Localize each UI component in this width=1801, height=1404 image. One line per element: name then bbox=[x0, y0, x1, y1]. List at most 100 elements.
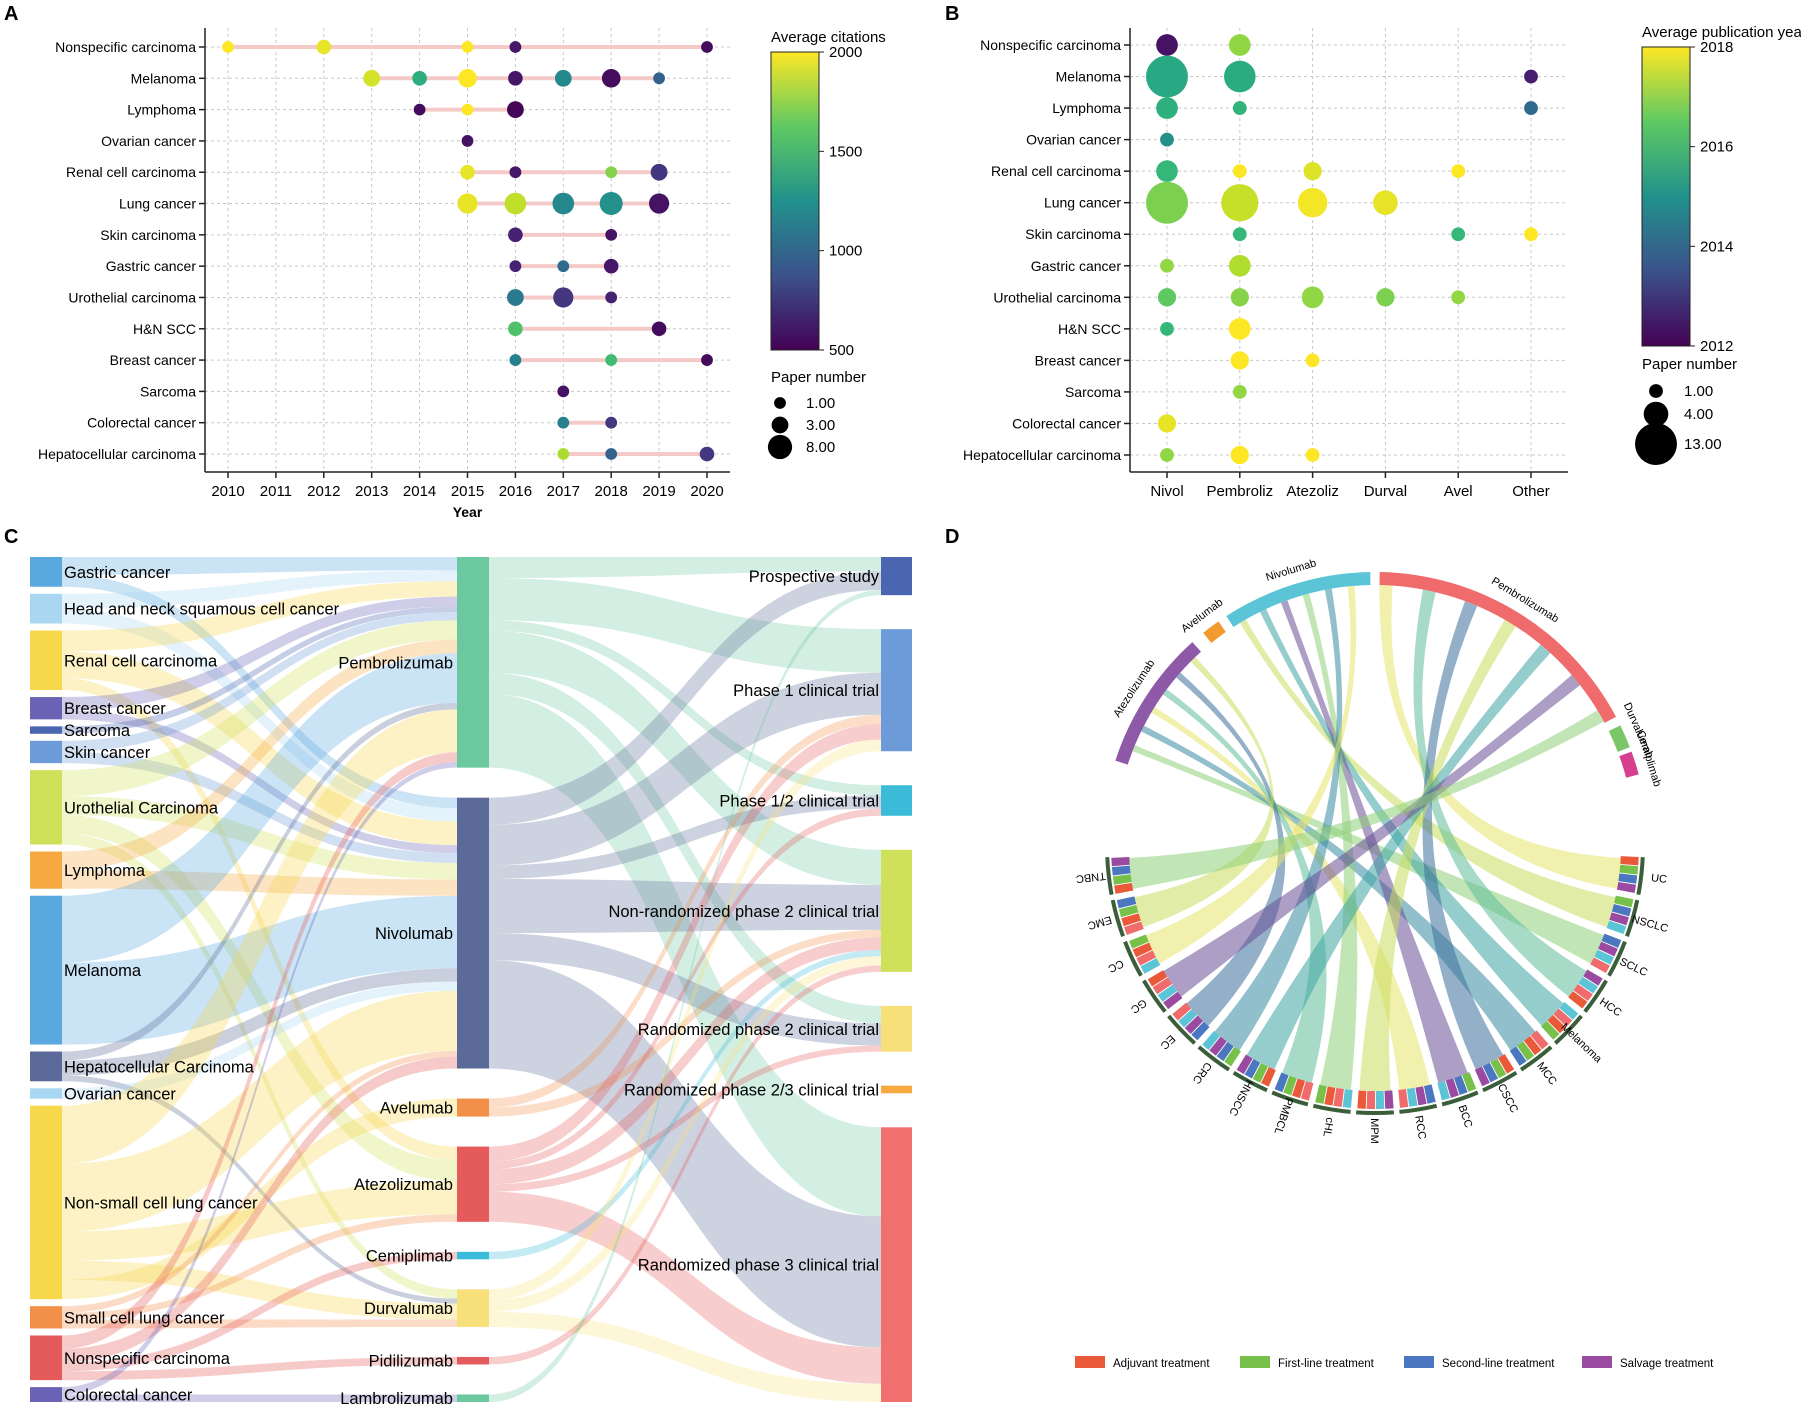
data-point bbox=[1451, 290, 1466, 305]
panel-b-chart: Nonspecific carcinoma Melanoma Lymphoma Ova… bbox=[963, 24, 1801, 500]
sankey-node-drug bbox=[457, 1146, 489, 1222]
chord-cancer-segment bbox=[1111, 865, 1131, 876]
data-point bbox=[509, 354, 522, 366]
size-legend-label: 1.00 bbox=[806, 395, 835, 412]
sankey-link bbox=[489, 1191, 881, 1384]
data-point bbox=[701, 41, 713, 53]
y-tick-label: Lymphoma bbox=[1052, 100, 1121, 116]
y-tick-label: Lung cancer bbox=[1044, 195, 1121, 211]
x-axis-label: Year bbox=[453, 504, 483, 520]
sankey-link bbox=[489, 965, 881, 1365]
chord-cancer-segment bbox=[1366, 1090, 1375, 1109]
chord-cancer-outer bbox=[1482, 1071, 1518, 1093]
data-point bbox=[1224, 60, 1256, 93]
chord-cancer-segment bbox=[1509, 1046, 1527, 1066]
sankey-source-label: Lymphoma bbox=[64, 862, 146, 880]
chord-ribbon bbox=[1302, 593, 1358, 1090]
sankey-link bbox=[489, 672, 881, 866]
chord-cancer-outer bbox=[1519, 1045, 1553, 1072]
data-point bbox=[605, 448, 618, 460]
sankey-link bbox=[62, 1319, 457, 1329]
sankey-drug-label: Durvalumab bbox=[364, 1300, 453, 1318]
y-tick-label: Breast cancer bbox=[110, 352, 197, 368]
chord-cancer-outer bbox=[1583, 979, 1608, 1013]
size-legend-circle bbox=[1649, 384, 1663, 398]
data-point bbox=[1146, 55, 1188, 98]
chord-cancer-outer bbox=[1105, 857, 1114, 895]
sankey-source-label: Gastric cancer bbox=[64, 564, 171, 582]
chord-cancer-outer bbox=[1441, 1090, 1479, 1107]
chord-cancer-segment bbox=[1112, 874, 1132, 885]
x-tick-label: 2019 bbox=[642, 483, 675, 500]
chord-cancer-segment bbox=[1568, 991, 1588, 1009]
chord-legend-label: First-line treatment bbox=[1278, 1358, 1375, 1370]
sankey-link bbox=[489, 724, 881, 1162]
y-tick-label: Urothelial carcinoma bbox=[68, 289, 196, 305]
sankey-node-source bbox=[30, 557, 62, 587]
chord-cancer-label: GC bbox=[1128, 996, 1148, 1015]
colorbar-tick-label: 1500 bbox=[829, 143, 862, 160]
data-point bbox=[1228, 254, 1251, 277]
sankey-link bbox=[62, 1214, 457, 1320]
sankey-source-label: Colorectal cancer bbox=[64, 1387, 193, 1404]
chord-cancer-segment bbox=[1157, 984, 1178, 1002]
sankey-link bbox=[489, 933, 881, 1046]
chord-cancer-segment bbox=[1274, 1072, 1289, 1093]
sankey-link bbox=[62, 1394, 457, 1402]
sankey-drug-label: Lambrolizumab bbox=[340, 1390, 453, 1404]
colorbar-tick-label: 2016 bbox=[1700, 139, 1733, 156]
chord-legend-swatch bbox=[1582, 1356, 1612, 1368]
chord-drug-arc bbox=[1379, 572, 1617, 723]
data-point bbox=[650, 163, 668, 181]
sankey-link bbox=[489, 672, 881, 1024]
sankey-link bbox=[489, 620, 881, 796]
sankey-link bbox=[489, 578, 881, 673]
sankey-link bbox=[489, 693, 881, 1217]
chord-cancer-segment bbox=[1516, 1041, 1535, 1061]
panel-a-label: A bbox=[4, 3, 18, 25]
chord-ribbon bbox=[1214, 588, 1343, 1051]
chord-ribbon bbox=[1246, 644, 1551, 1070]
chord-cancer-segment bbox=[1437, 1080, 1451, 1101]
chord-cancer-segment bbox=[1474, 1066, 1490, 1087]
y-tick-label: Gastric cancer bbox=[1031, 258, 1122, 274]
sankey-source-label: Melanoma bbox=[64, 962, 142, 980]
data-point bbox=[509, 166, 522, 179]
sankey-node-source bbox=[30, 630, 62, 691]
chord-cancer-label: BCC bbox=[1456, 1104, 1475, 1130]
chord-cancer-segment bbox=[1111, 857, 1130, 867]
chord-cancer-label: CSCC bbox=[1495, 1082, 1520, 1115]
chord-cancer-label: HNSCC bbox=[1226, 1077, 1255, 1117]
data-point bbox=[457, 193, 478, 214]
colorbar-title: Average publication year bbox=[1642, 24, 1801, 41]
chord-ribbon bbox=[1141, 725, 1536, 1051]
sankey-node-drug bbox=[457, 1356, 489, 1365]
x-tick-label: 2010 bbox=[211, 483, 244, 500]
sankey-link bbox=[62, 606, 457, 734]
data-point bbox=[557, 448, 570, 460]
chord-ribbon bbox=[1176, 672, 1286, 1026]
y-tick-label: Gastric cancer bbox=[106, 258, 197, 274]
data-point bbox=[701, 354, 713, 366]
sankey-link bbox=[489, 589, 881, 1402]
chord-cancer-segment bbox=[1129, 934, 1149, 949]
data-point bbox=[599, 192, 623, 216]
sankey-link bbox=[62, 581, 457, 652]
chord-ribbon bbox=[1163, 674, 1581, 997]
chord-cancer-outer bbox=[1142, 979, 1167, 1013]
data-point bbox=[557, 260, 570, 273]
chord-cancer-segment bbox=[1147, 970, 1168, 987]
sankey-outcome-label: Phase 1/2 clinical trial bbox=[719, 793, 879, 811]
data-point bbox=[1160, 448, 1174, 462]
colorbar-tick-label: 2014 bbox=[1700, 238, 1733, 255]
chord-cancer-segment bbox=[1553, 1008, 1573, 1027]
chord-cancer-segment bbox=[1415, 1086, 1427, 1106]
sankey-node-drug bbox=[457, 797, 489, 1069]
chord-cancer-label: HCC bbox=[1597, 996, 1623, 1019]
sankey-outcome-label: Randomized phase 3 clinical trial bbox=[638, 1257, 879, 1275]
chord-ribbon bbox=[1129, 710, 1604, 889]
chord-cancer-segment bbox=[1283, 1075, 1297, 1096]
sankey-node-source bbox=[30, 1088, 62, 1099]
panel-d-label: D bbox=[945, 526, 959, 548]
